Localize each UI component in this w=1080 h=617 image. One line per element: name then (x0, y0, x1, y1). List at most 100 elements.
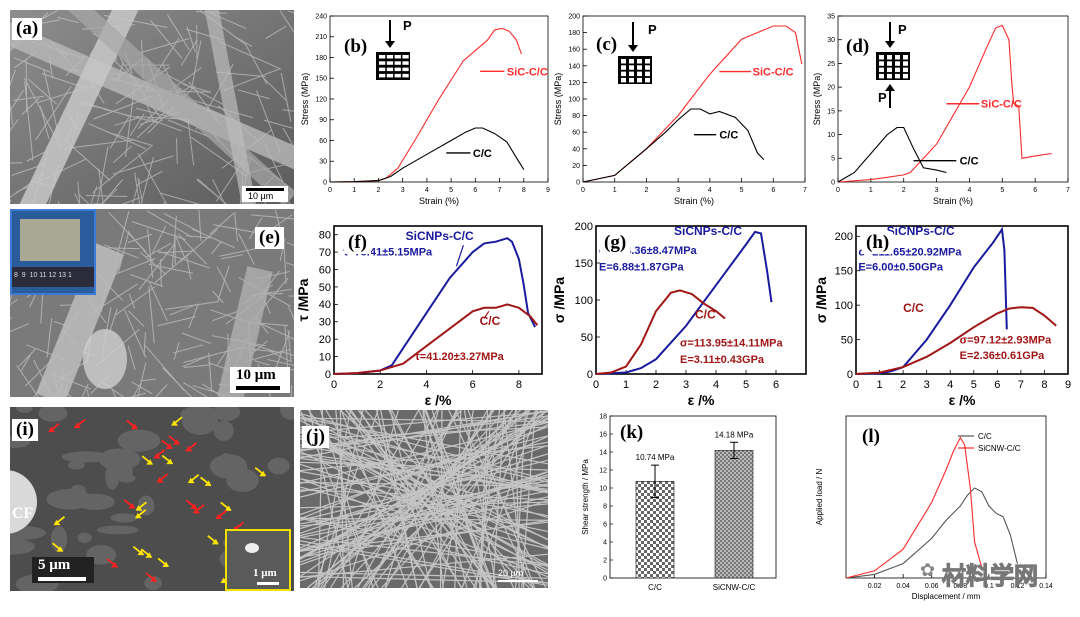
y-tick-label-d-7: 35 (827, 13, 835, 20)
y-tick-label-k-1: 2 (603, 558, 607, 565)
y-tick-label-c-3: 60 (572, 130, 580, 137)
x-tick-label-f-0: 0 (331, 379, 337, 391)
annotation-g-0: SiCNPs-C/C (674, 224, 742, 238)
y-axis-label-k: Shear strength / MPa (581, 459, 590, 535)
load-arrow-c-head (628, 45, 638, 52)
x-tick-label-b-0: 0 (328, 187, 332, 194)
micrograph-j: (j) 20 μm (300, 410, 548, 588)
panel-label-a: (a) (12, 18, 43, 40)
x-tick-label-h-6: 6 (994, 379, 1000, 391)
x-tick-label-h-2: 2 (900, 379, 906, 391)
x-tick-label-d-0: 0 (836, 187, 840, 194)
y-tick-label-c-4: 80 (572, 113, 580, 120)
x-tick-label-g-3: 3 (683, 379, 689, 391)
series-line-l-sicnwcc (845, 436, 983, 579)
scale-bar-j: 20 μm (496, 568, 542, 584)
panel-label-l: (l) (858, 426, 884, 448)
chart-k: 0 2 4 6 8 10 12 14 16 18 Shear strength / MPa 10.74… (581, 414, 777, 592)
x-tick-label-d-3: 3 (935, 187, 939, 194)
y-tick-label-k-5: 10 (599, 486, 607, 493)
x-tick-label-c-0: 0 (581, 187, 585, 194)
x-tick-label-l-3: 0.08 (953, 583, 967, 590)
x-tick-label-l-5: 0.12 (1011, 583, 1025, 590)
y-tick-label-b-4: 120 (315, 96, 327, 103)
y-tick-label-f-7: 70 (319, 247, 331, 259)
x-axis-label-f: ε /% (425, 392, 452, 408)
x-tick-label-c-6: 6 (771, 187, 775, 194)
x-tick-label-h-3: 3 (924, 379, 930, 391)
inset-i: 1 μm (225, 529, 291, 591)
annotation-f-0: SiCNPs-C/C (406, 229, 474, 243)
annotation-g-5: E=3.11±0.43GPa (680, 354, 765, 366)
scale-bar-a: 10 μm (242, 186, 288, 202)
x-tick-label-g-0: 0 (593, 379, 599, 391)
legend-label-l-0: C/C (978, 432, 992, 441)
y-tick-label-k-7: 14 (599, 450, 607, 457)
y-tick-label-g-4: 200 (575, 221, 593, 233)
x-tick-label-b-6: 6 (473, 187, 477, 194)
panel-label-j: (j) (302, 426, 329, 448)
watermark: ✿ 材料学网 (920, 556, 1058, 591)
x-tick-label-c-3: 3 (676, 187, 680, 194)
x-axis-label-l: Displacement / mm (912, 592, 981, 601)
x-tick-label-d-7: 7 (1066, 187, 1070, 194)
x-tick-label-d-5: 5 (1000, 187, 1004, 194)
y-tick-label-c-8: 160 (568, 47, 580, 54)
y-tick-label-f-2: 20 (319, 334, 331, 346)
x-tick-label-b-3: 3 (401, 187, 405, 194)
y-axis-label-h: σ /MPa (814, 277, 829, 323)
series-label-c-sic: SiC-C/C (753, 67, 794, 79)
x-tick-label-c-2: 2 (644, 187, 648, 194)
x-tick-label-d-4: 4 (967, 187, 971, 194)
x-tick-label-g-1: 1 (623, 379, 629, 391)
micrograph-e: 8 9 10 11 12 13 1 (e) 10 μm (10, 209, 294, 397)
load-arrow-d-top-head (885, 41, 895, 48)
panel-label-d: (d) (842, 36, 874, 58)
y-axis-label-l: Applied load / N (815, 469, 824, 526)
scale-bar-a-label: 10 μm (248, 191, 274, 201)
y-tick-label-g-0: 0 (587, 369, 593, 381)
scale-bar-j-label: 20 μm (498, 568, 524, 578)
leader-f-red (483, 310, 490, 319)
y-tick-label-b-2: 60 (319, 138, 327, 145)
watermark-text: 材料学网 (942, 563, 1039, 591)
x-tick-label-b-9: 9 (546, 187, 550, 194)
y-tick-label-g-3: 150 (575, 258, 593, 270)
chart-l: 0.02 0.04 0.06 0.08 0.1 0.12 0.14 Displacement … (815, 415, 1053, 601)
series-line-d-cc (837, 126, 947, 183)
plot-frame-d (837, 15, 1069, 183)
y-tick-label-d-6: 30 (827, 37, 835, 44)
x-tick-label-c-4: 4 (708, 187, 712, 194)
y-tick-label-g-1: 50 (581, 332, 593, 344)
series-line-b-cc (329, 127, 525, 183)
x-axis-label-h: ε /% (949, 392, 976, 408)
sample-photo-inset: 8 9 10 11 12 13 1 (10, 209, 96, 295)
y-tick-label-k-4: 8 (603, 504, 607, 511)
annotation-g-2: E=6.88±1.87GPa (599, 261, 685, 273)
leader-f-blue (455, 244, 464, 267)
y-tick-label-c-1: 20 (572, 163, 580, 170)
panel-label-f: (f) (344, 232, 371, 254)
panel-label-g: (g) (600, 232, 631, 254)
micrograph-j-svg (300, 410, 548, 588)
y-tick-label-h-0: 0 (847, 369, 853, 381)
x-tick-label-c-5: 5 (740, 187, 744, 194)
series-line-c-cc (582, 108, 765, 183)
x-tick-label-l-6: 0.14 (1039, 583, 1053, 590)
category-label-k-1: SiCNW-C/C (713, 583, 756, 592)
y-tick-label-b-1: 30 (319, 159, 327, 166)
ruler-digits: 8 9 10 11 12 13 1 (14, 272, 72, 279)
category-label-k-0: C/C (648, 583, 662, 592)
y-tick-label-f-3: 30 (319, 317, 331, 329)
y-tick-label-d-4: 20 (827, 85, 835, 92)
y-tick-label-d-1: 5 (831, 156, 835, 163)
value-label-k-1: 14.18 MPa (715, 430, 754, 439)
sample-photo (20, 219, 80, 261)
x-tick-label-h-4: 4 (947, 379, 953, 391)
legend-label-l-1: SiCNW-C/C (978, 444, 1021, 453)
x-tick-label-b-7: 7 (498, 187, 502, 194)
inset-scale-label: 1 μm (253, 567, 277, 579)
y-tick-label-c-10: 200 (568, 13, 580, 20)
